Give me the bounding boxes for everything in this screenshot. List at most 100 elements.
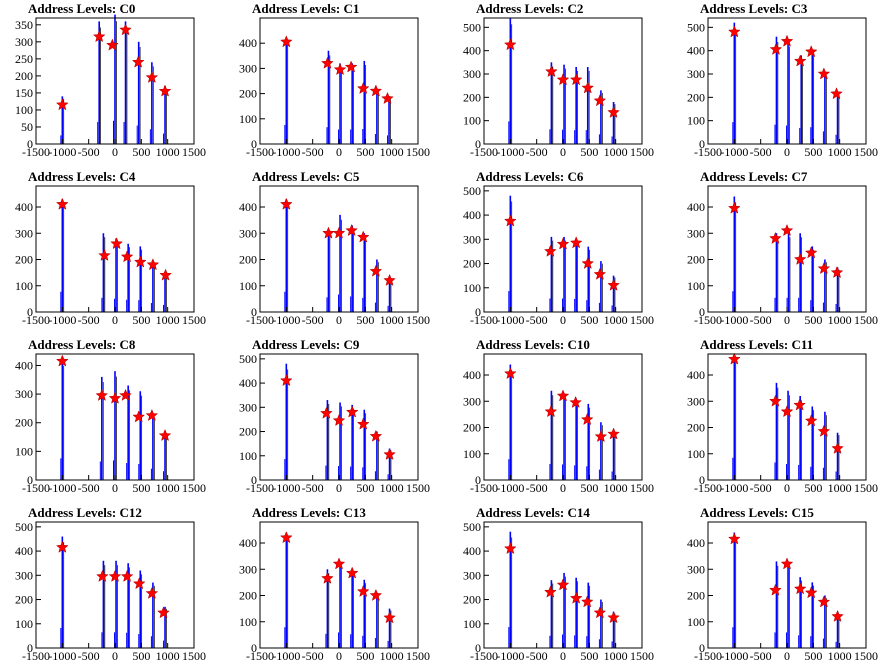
x-tick-label: 0 [560, 145, 566, 159]
peak-marker [793, 582, 807, 595]
x-tick-label: -1500 [694, 145, 722, 159]
chart-title: Address Levels: C0 [28, 1, 135, 16]
chart-panel: Address Levels: C30100200300400500-1500-… [687, 1, 878, 159]
y-tick-label: 100 [463, 617, 481, 631]
x-tick-label: 1000 [828, 313, 852, 327]
x-tick-label: -500 [750, 313, 772, 327]
y-tick-label: 100 [239, 449, 257, 463]
y-tick-label: 0 [27, 137, 33, 151]
x-tick-label: 0 [784, 145, 790, 159]
x-tick-label: 1000 [828, 145, 852, 159]
x-tick-label: 1000 [156, 145, 180, 159]
x-tick-label: -1500 [22, 313, 50, 327]
x-tick-label: 1500 [630, 145, 654, 159]
peak-marker [279, 35, 293, 48]
peak-marker [55, 98, 69, 111]
x-tick-label: -500 [78, 649, 100, 663]
peak-marker [356, 584, 370, 597]
x-tick-label: 1000 [604, 649, 628, 663]
x-tick-label: 0 [112, 313, 118, 327]
peak-marker [593, 606, 607, 619]
peak-marker [145, 586, 159, 599]
x-tick-label: 0 [560, 313, 566, 327]
y-tick-label: 200 [15, 69, 33, 83]
peak-marker [333, 63, 347, 76]
y-tick-label: 400 [239, 376, 257, 390]
y-tick-label: 200 [239, 87, 257, 101]
y-tick-label: 200 [687, 421, 705, 435]
x-tick-label: 1000 [156, 313, 180, 327]
y-tick-label: 200 [15, 253, 33, 267]
x-tick-label: -500 [750, 481, 772, 495]
x-tick-label: -1500 [470, 313, 498, 327]
y-tick-label: 100 [15, 279, 33, 293]
y-tick-label: 300 [463, 67, 481, 81]
peak-marker [369, 84, 383, 97]
x-tick-label: -1500 [246, 649, 274, 663]
x-tick-label: -1000 [720, 145, 748, 159]
peak-marker [321, 571, 334, 584]
x-tick-label: -500 [750, 649, 772, 663]
y-tick-label: 0 [699, 305, 705, 319]
chart-title: Address Levels: C4 [28, 169, 136, 184]
x-tick-label: 0 [560, 649, 566, 663]
y-tick-label: 0 [699, 473, 705, 487]
x-tick-label: -500 [302, 481, 324, 495]
x-tick-label: -1500 [694, 481, 722, 495]
x-tick-label: -1000 [48, 313, 76, 327]
peak-marker [55, 197, 69, 210]
peak-marker [544, 244, 557, 257]
x-tick-label: 500 [356, 313, 374, 327]
y-tick-label: 100 [463, 114, 481, 128]
peak-marker [780, 557, 794, 570]
chart-title: Address Levels: C1 [252, 1, 359, 16]
x-tick-label: 1000 [604, 481, 628, 495]
peak-marker [108, 391, 122, 404]
y-tick-label: 0 [27, 641, 33, 655]
y-tick-label: 200 [687, 589, 705, 603]
peak-marker [159, 268, 172, 281]
x-tick-label: 500 [580, 145, 598, 159]
chart-panel: Address Levels: C90100200300400500-1500-… [239, 337, 430, 495]
x-tick-label: -1500 [246, 145, 274, 159]
peak-marker [383, 611, 396, 624]
x-tick-label: 500 [804, 649, 822, 663]
y-tick-label: 0 [475, 473, 481, 487]
x-tick-label: -1000 [272, 313, 300, 327]
peak-marker [804, 45, 818, 58]
y-tick-label: 300 [463, 568, 481, 582]
y-tick-label: 100 [15, 617, 33, 631]
x-tick-label: 0 [784, 313, 790, 327]
peak-marker [132, 577, 146, 590]
y-tick-label: 400 [463, 208, 481, 222]
y-tick-label: 500 [239, 352, 257, 366]
peak-marker [356, 417, 370, 430]
peak-marker [769, 231, 782, 244]
peak-marker [831, 609, 844, 622]
y-tick-label: 0 [251, 305, 257, 319]
x-tick-label: 0 [336, 313, 342, 327]
chart-panel: Address Levels: C12 0 100 200 300 400 500 -1500… [15, 505, 206, 663]
peak-marker [279, 374, 293, 387]
y-tick-label: 500 [687, 20, 705, 34]
peak-marker [569, 73, 583, 86]
chart-title: Address Levels: C13 [252, 505, 366, 520]
y-tick-label: 300 [15, 35, 33, 49]
x-tick-label: -1000 [272, 145, 300, 159]
y-tick-label: 300 [239, 562, 257, 576]
x-tick-label: -1000 [48, 649, 76, 663]
peak-marker [356, 81, 370, 94]
peak-marker [119, 23, 132, 36]
y-tick-label: 300 [687, 562, 705, 576]
y-tick-label: 100 [239, 279, 257, 293]
y-tick-label: 100 [687, 114, 705, 128]
y-tick-label: 0 [699, 641, 705, 655]
y-tick-label: 500 [15, 520, 33, 534]
x-tick-label: -500 [78, 313, 100, 327]
x-tick-label: -1500 [22, 649, 50, 663]
peak-marker [369, 264, 383, 277]
x-tick-label: 0 [784, 649, 790, 663]
x-tick-label: 1500 [630, 481, 654, 495]
